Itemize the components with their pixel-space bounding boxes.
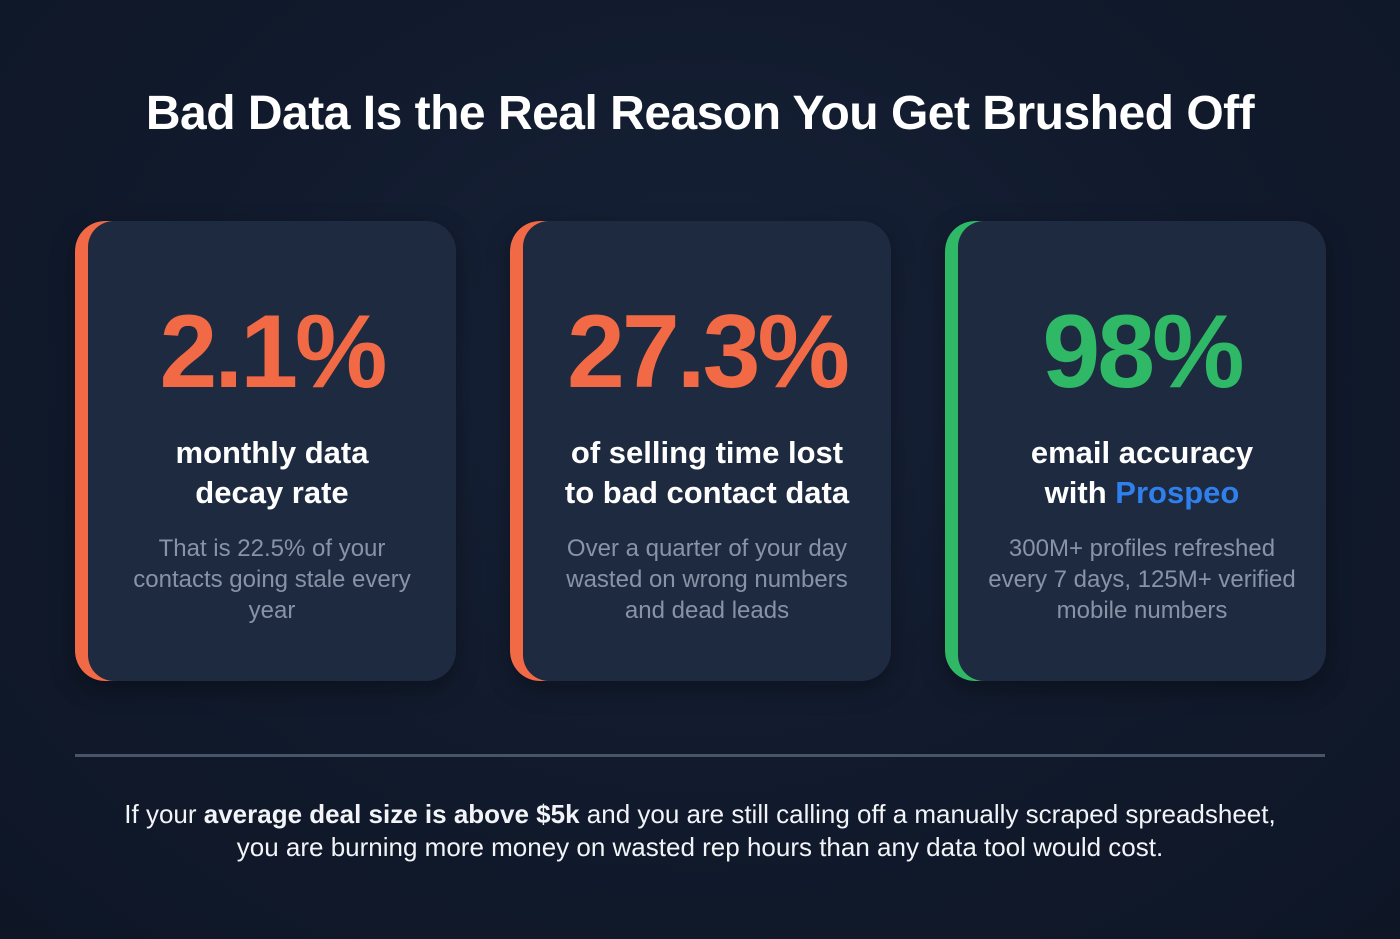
- stat-label: email accuracy with Prospeo: [968, 433, 1316, 513]
- stat-label-line2: decay rate: [195, 475, 349, 510]
- stat-card-decay-rate: 2.1% monthly data decay rate That is 22.…: [75, 221, 456, 681]
- stat-label-line1: email accuracy: [1030, 435, 1254, 470]
- stat-card-selling-time: 27.3% of selling time lost to bad contac…: [510, 221, 891, 681]
- stat-label: of selling time lost to bad contact data: [533, 433, 881, 513]
- footer-bold-text: average deal size is above $5k: [203, 799, 580, 829]
- stat-value: 2.1%: [159, 294, 387, 410]
- footer-prefix: If your: [124, 799, 204, 829]
- stat-value: 27.3%: [567, 294, 850, 410]
- stat-label: monthly data decay rate: [98, 433, 446, 513]
- footer-line2: you are burning more money on wasted rep…: [236, 832, 1164, 862]
- page-title: Bad Data Is the Real Reason You Get Brus…: [145, 87, 1255, 140]
- stat-label-line2-prefix: with: [1044, 475, 1116, 510]
- stat-label-line1: of selling time lost: [570, 435, 844, 470]
- footer-callout: If your average deal size is above $5k a…: [0, 798, 1400, 864]
- section-divider: [75, 754, 1325, 757]
- stat-description: That is 22.5% of your contacts going sta…: [133, 535, 411, 624]
- stat-card-email-accuracy: 98% email accuracy with Prospeo 300M+ pr…: [945, 221, 1326, 681]
- footer-line1-rest: and you are still calling off a manually…: [579, 799, 1276, 829]
- brand-name-prospeo: Prospeo: [1115, 475, 1240, 510]
- stat-description: 300M+ profiles refreshed every 7 days, 1…: [988, 535, 1296, 624]
- stat-value: 98%: [1042, 294, 1244, 410]
- stat-label-line1: monthly data: [175, 435, 369, 470]
- stat-label-line2: to bad contact data: [564, 475, 850, 510]
- stat-description: Over a quarter of your day wasted on wro…: [566, 535, 848, 624]
